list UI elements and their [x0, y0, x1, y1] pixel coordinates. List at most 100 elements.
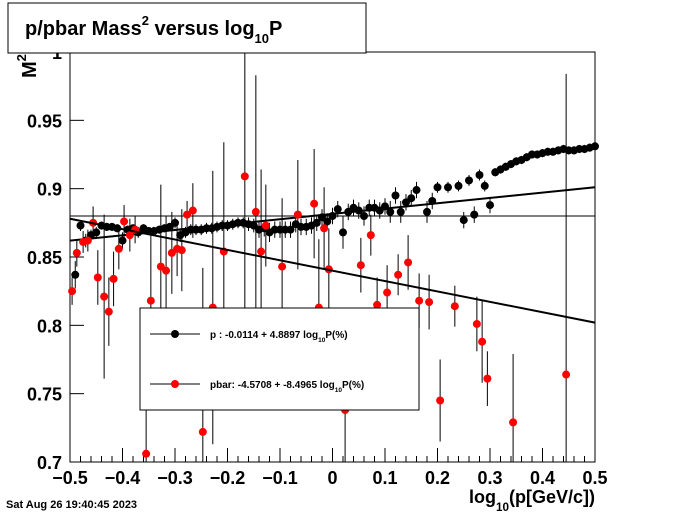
- x-tick-label: 0.2: [425, 468, 450, 488]
- data-point: [83, 236, 92, 245]
- data-point: [118, 236, 127, 245]
- data-point: [188, 206, 197, 215]
- data-point: [436, 396, 445, 405]
- data-point: [261, 221, 270, 230]
- data-point: [109, 274, 118, 283]
- data-point: [423, 207, 431, 216]
- x-tick-label: 0.4: [530, 468, 555, 488]
- x-axis-label-part: 10: [496, 501, 510, 514]
- x-tick-label: 0.5: [582, 468, 607, 488]
- data-point: [465, 176, 473, 185]
- data-point: [142, 449, 151, 458]
- y-tick-label: 0.85: [27, 248, 62, 268]
- data-point: [391, 191, 400, 200]
- data-point: [183, 210, 192, 219]
- y-tick-label: 0.8: [37, 316, 62, 336]
- data-point: [114, 244, 123, 253]
- data-point: [93, 273, 102, 282]
- data-point: [470, 210, 479, 219]
- data-point: [396, 207, 405, 216]
- chart-title-part: P: [269, 18, 282, 40]
- data-point: [162, 266, 171, 275]
- data-point: [444, 183, 452, 192]
- data-point: [425, 298, 434, 307]
- legend-label-part: P(%): [325, 330, 347, 341]
- chart-title-part: p/pbar Mass: [25, 18, 142, 40]
- title-box: [7, 2, 367, 54]
- legend-label: p : -0.0114 + 4.8897 log10P(%): [210, 330, 348, 344]
- chart-title: p/pbar Mass2 versus log10P: [25, 13, 282, 46]
- data-point: [198, 427, 207, 436]
- data-point: [486, 201, 494, 210]
- data-point: [177, 246, 186, 255]
- legend-label: pbar: -4.5708 + -8.4965 log10P(%): [210, 380, 364, 394]
- data-point: [71, 270, 80, 279]
- data-point: [562, 370, 571, 379]
- data-point: [483, 374, 492, 383]
- data-point: [366, 231, 375, 240]
- data-point: [412, 186, 421, 195]
- data-point: [454, 181, 463, 190]
- data-point: [386, 207, 395, 216]
- legend-label-part: p : -0.0114 + 4.8897 log: [210, 330, 318, 341]
- data-point: [278, 262, 287, 271]
- fit-line: [69, 186, 596, 242]
- data-point: [450, 302, 459, 311]
- data-point: [459, 216, 468, 225]
- data-point: [125, 231, 134, 240]
- data-point: [104, 307, 113, 316]
- fit-line: [69, 217, 596, 324]
- chart-title-part: versus log: [149, 18, 255, 40]
- data-point: [407, 194, 416, 203]
- data-point: [480, 181, 489, 190]
- legend-box: [139, 307, 420, 411]
- data-point: [323, 217, 332, 226]
- data-point: [383, 288, 392, 297]
- x-tick-label: −0.1: [262, 468, 298, 488]
- data-point: [333, 205, 342, 214]
- y-tick-label: 0.95: [27, 111, 62, 131]
- data-point: [120, 217, 129, 226]
- data-point: [356, 261, 365, 270]
- timestamp: Sat Aug 26 19:40:45 2023: [6, 499, 137, 511]
- x-tick-label: −0.5: [52, 468, 88, 488]
- data-point: [240, 172, 249, 181]
- x-tick-label: 0: [327, 468, 337, 488]
- y-axis-label-part: M: [19, 61, 41, 78]
- x-tick-label: −0.4: [105, 468, 141, 488]
- x-tick-label: 0.1: [372, 468, 397, 488]
- data-point: [72, 248, 81, 257]
- legend-label-part: pbar: -4.5708 + -8.4965 log: [210, 380, 335, 391]
- x-tick-label: −0.3: [157, 468, 193, 488]
- y-tick-label: 0.75: [27, 385, 62, 405]
- legend-label-part: P(%): [342, 380, 364, 391]
- y-tick-label: 0.9: [37, 180, 62, 200]
- chart-title-part: 10: [255, 31, 269, 46]
- data-point: [433, 183, 442, 192]
- data-point: [312, 218, 321, 227]
- x-tick-label: 0.3: [477, 468, 502, 488]
- data-point: [251, 207, 260, 216]
- data-point: [76, 221, 85, 230]
- x-axis-label-part: log: [469, 487, 496, 507]
- data-point: [591, 142, 599, 151]
- legend-label-part: 10: [318, 337, 326, 344]
- data-point: [475, 171, 484, 179]
- legend-marker: [171, 330, 179, 338]
- data-point: [360, 212, 368, 220]
- data-point: [92, 228, 101, 237]
- legend-label-part: 10: [335, 387, 343, 394]
- data-point: [293, 210, 302, 219]
- data-point: [415, 296, 424, 305]
- data-point: [100, 292, 109, 301]
- data-point: [310, 199, 319, 208]
- data-point: [509, 418, 518, 427]
- y-axis-label: M2: [14, 54, 41, 78]
- legend-marker: [171, 380, 179, 388]
- x-axis-label-part: (p[GeV/c]): [509, 487, 595, 507]
- x-axis-label: log10(p[GeV/c]): [469, 487, 595, 514]
- data-point: [286, 225, 295, 234]
- data-point: [146, 296, 155, 305]
- data-point: [320, 224, 329, 233]
